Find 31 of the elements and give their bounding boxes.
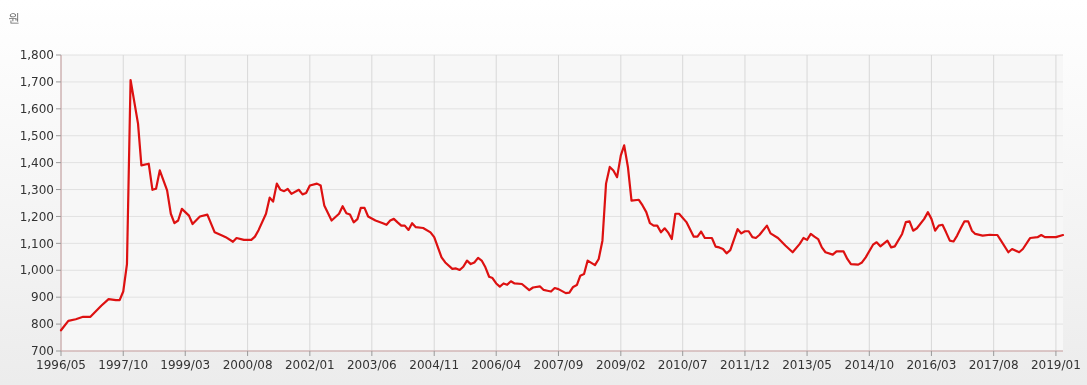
- x-tick-label: 2019/01: [1030, 358, 1081, 372]
- x-tick-label: 2011/12: [720, 358, 770, 372]
- y-tick-label: 700: [31, 344, 54, 359]
- x-tick-label: 2017/08: [968, 358, 1019, 372]
- y-tick-label: 1,500: [19, 128, 54, 143]
- y-tick-label: 1,400: [19, 155, 54, 170]
- y-tick-label: 1,200: [19, 209, 54, 224]
- x-tick-label: 2014/10: [844, 358, 895, 372]
- x-tick-label: 2000/08: [222, 358, 273, 372]
- x-tick-label: 2013/05: [782, 358, 832, 372]
- x-tick-label: 2002/01: [284, 358, 335, 372]
- y-tick-label: 1,000: [19, 263, 54, 278]
- y-tick-label: 1,800: [19, 48, 54, 63]
- y-tick-label: 1,600: [19, 102, 54, 117]
- x-tick-label: 2004/11: [409, 358, 460, 372]
- y-tick-label: 1,300: [19, 182, 54, 197]
- y-tick-label: 900: [31, 290, 54, 305]
- y-tick-label: 1,100: [19, 236, 54, 251]
- x-tick-label: 1996/05: [36, 358, 86, 372]
- y-tick-label: 1,700: [19, 75, 54, 90]
- x-tick-label: 2003/06: [346, 358, 397, 372]
- x-tick-label: 1997/10: [98, 358, 149, 372]
- line-series: [59, 78, 1065, 332]
- x-tick-label: 2010/07: [657, 358, 708, 372]
- x-tick-label: 2007/09: [533, 358, 584, 372]
- x-tick-label: 1999/03: [160, 358, 211, 372]
- x-tick-label: 2006/04: [471, 358, 522, 372]
- y-tick-label: 800: [31, 317, 54, 332]
- x-tick-label: 2009/02: [595, 358, 646, 372]
- y-axis-title: 원: [8, 11, 20, 25]
- x-tick-label: 2016/03: [906, 358, 957, 372]
